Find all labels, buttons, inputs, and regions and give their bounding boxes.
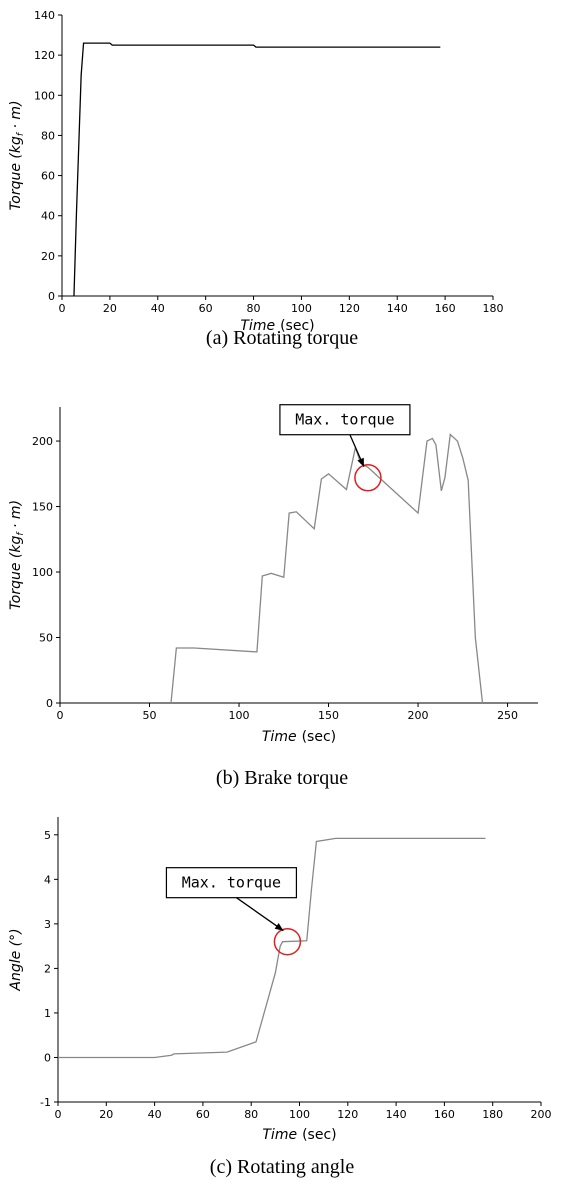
y-tick-label: 50 [39, 632, 53, 645]
x-tick-label: 140 [386, 1108, 407, 1121]
y-tick-label: 100 [34, 89, 55, 102]
y-tick-label: 150 [32, 501, 53, 514]
y-label-part: · m) [8, 100, 24, 132]
x-tick-label: 100 [291, 302, 312, 315]
y-tick-label: 3 [44, 918, 51, 931]
x-label-part: (sec) [302, 1127, 337, 1143]
y-tick-label: 0 [46, 697, 53, 710]
x-tick-label: 200 [408, 709, 429, 722]
x-tick-label: 60 [199, 302, 213, 315]
arrow-head [357, 457, 364, 467]
y-tick-label: 60 [41, 170, 55, 183]
caption: (b) Brake torque [216, 767, 348, 789]
y-label-part: Torque (kg [8, 136, 24, 211]
x-tick-label: 60 [196, 1108, 210, 1121]
x-axis-label: Time (sec) [262, 1127, 336, 1143]
y-tick-label: 0 [44, 1051, 51, 1064]
x-tick-label: 180 [483, 302, 504, 315]
y-tick-label: 0 [48, 290, 55, 303]
annotation-text: Max. torque [182, 874, 281, 892]
y-tick-label: 1 [44, 1007, 51, 1020]
y-tick-label: 4 [44, 873, 51, 886]
x-tick-label: 20 [103, 302, 117, 315]
x-tick-label: 40 [151, 302, 165, 315]
y-label-part: Torque (kg [8, 535, 24, 610]
y-tick-label: 40 [41, 210, 55, 223]
x-tick-label: 140 [387, 302, 408, 315]
y-tick-label: 200 [32, 435, 53, 448]
data-line [73, 42, 441, 297]
x-tick-label: 120 [337, 1108, 358, 1121]
y-tick-label: 140 [34, 9, 55, 22]
annotation-box [165, 867, 298, 899]
x-label-part: Time [262, 729, 297, 745]
y-label-part: f [16, 131, 26, 136]
x-tick-label: 120 [339, 302, 360, 315]
caption: (a) Rotating torque [206, 327, 358, 349]
x-label-part: Time [262, 1127, 297, 1143]
x-tick-label: 100 [229, 709, 250, 722]
x-tick-label: 160 [434, 1108, 455, 1121]
y-tick-label: 2 [44, 962, 51, 975]
x-tick-label: 180 [482, 1108, 503, 1121]
y-axis-label: Angle (°) [8, 928, 24, 991]
x-tick-label: 100 [289, 1108, 310, 1121]
x-axis-label: Time (sec) [240, 318, 314, 334]
arrow-head [274, 923, 284, 931]
x-label-part: (sec) [302, 729, 337, 745]
annotation-text: Max. torque [295, 411, 394, 429]
y-tick-label: 20 [41, 250, 55, 263]
y-tick-label: 5 [44, 829, 51, 842]
x-tick-label: 20 [99, 1108, 113, 1121]
x-tick-label: 150 [318, 709, 339, 722]
highlight-circle [354, 463, 382, 492]
y-label-part: Angle (°) [8, 928, 24, 991]
x-label-part: (sec) [280, 318, 315, 334]
annotation-arrow [236, 897, 284, 932]
x-tick-label: 80 [244, 1108, 258, 1121]
y-label-part: f [16, 531, 26, 536]
x-tick-label: 0 [55, 1108, 62, 1121]
x-label-part: Time [240, 318, 275, 334]
y-axis-label: Torque (kgf · m) [8, 100, 26, 210]
x-tick-label: 80 [247, 302, 261, 315]
x-axis-label: Time (sec) [262, 729, 336, 745]
y-tick-label: 80 [41, 129, 55, 142]
data-line [58, 837, 486, 1059]
x-tick-label: 200 [531, 1108, 552, 1121]
caption: (c) Rotating angle [210, 1156, 355, 1178]
x-tick-label: 250 [497, 709, 518, 722]
y-tick-label: 100 [32, 566, 53, 579]
y-tick-label: 120 [34, 49, 55, 62]
y-axis-label: Torque (kgf · m) [8, 500, 26, 610]
y-tick-label: -1 [40, 1096, 51, 1109]
y-label-part: · m) [8, 500, 24, 532]
data-line [170, 433, 484, 704]
highlight-circle [273, 927, 302, 956]
x-tick-label: 50 [143, 709, 157, 722]
x-tick-label: 0 [57, 709, 64, 722]
x-tick-label: 160 [435, 302, 456, 315]
x-tick-label: 0 [59, 302, 66, 315]
x-tick-label: 40 [148, 1108, 162, 1121]
annotation-box [279, 404, 411, 436]
